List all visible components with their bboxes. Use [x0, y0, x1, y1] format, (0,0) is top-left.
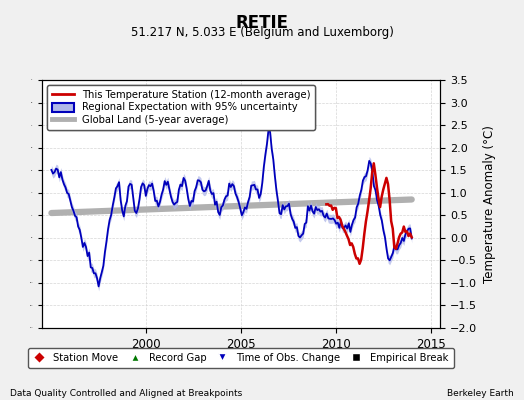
Text: Data Quality Controlled and Aligned at Breakpoints: Data Quality Controlled and Aligned at B… — [10, 389, 243, 398]
Legend: Station Move, Record Gap, Time of Obs. Change, Empirical Break: Station Move, Record Gap, Time of Obs. C… — [28, 348, 454, 368]
Legend: This Temperature Station (12-month average), Regional Expectation with 95% uncer: This Temperature Station (12-month avera… — [47, 85, 315, 130]
Text: RETIE: RETIE — [235, 14, 289, 32]
Y-axis label: Temperature Anomaly (°C): Temperature Anomaly (°C) — [483, 125, 496, 283]
Text: 51.217 N, 5.033 E (Belgium and Luxemborg): 51.217 N, 5.033 E (Belgium and Luxemborg… — [130, 26, 394, 39]
Text: Berkeley Earth: Berkeley Earth — [447, 389, 514, 398]
